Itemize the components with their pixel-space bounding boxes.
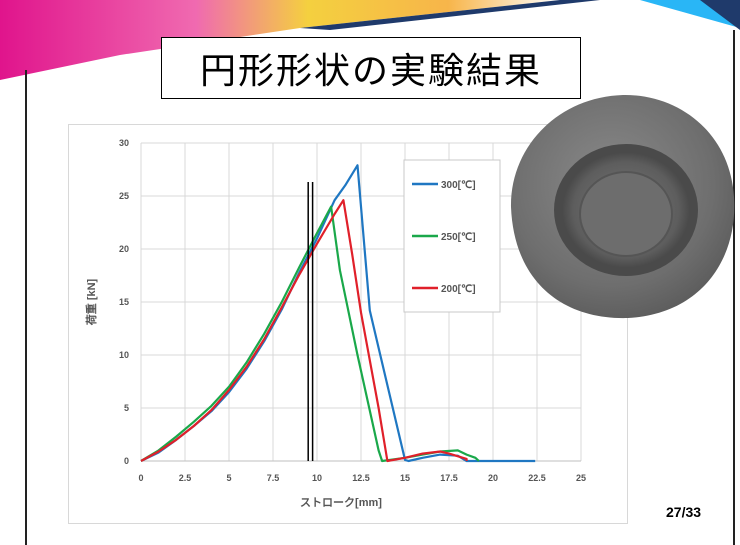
series-line-1 bbox=[140, 205, 480, 463]
x-tick-label: 22.5 bbox=[528, 473, 546, 483]
slide-title: 円形形状の実験結果 bbox=[199, 51, 542, 92]
slide-border-right bbox=[733, 30, 735, 545]
x-tick-label: 5 bbox=[226, 473, 231, 483]
sample-photo bbox=[510, 94, 735, 319]
x-tick-label: 0 bbox=[138, 473, 143, 483]
y-axis-label: 荷重 [kN] bbox=[84, 278, 98, 326]
chart-series bbox=[140, 164, 536, 463]
x-tick-label: 20 bbox=[488, 473, 498, 483]
sample-cup-bottom bbox=[579, 171, 673, 257]
ribbon-navy-right bbox=[700, 0, 740, 30]
x-tick-label: 2.5 bbox=[179, 473, 192, 483]
x-tick-label: 10 bbox=[312, 473, 322, 483]
series-line-2 bbox=[140, 199, 468, 463]
y-tick-label: 25 bbox=[119, 191, 129, 201]
x-tick-label: 7.5 bbox=[267, 473, 280, 483]
legend-label: 200[℃] bbox=[441, 284, 476, 295]
ribbon-band bbox=[0, 0, 560, 80]
chart-ticks: 0 2.5 5 7.5 10 12.5 15 17.5 20 22.5 25 0 5 10 15 20 25 30 bbox=[119, 138, 586, 483]
legend-label: 300[℃] bbox=[441, 180, 476, 191]
x-tick-label: 17.5 bbox=[440, 473, 458, 483]
chart-legend: 300[℃] 250[℃] 200[℃] bbox=[403, 159, 501, 313]
slide-border-left bbox=[25, 70, 27, 545]
y-tick-label: 5 bbox=[124, 403, 129, 413]
title-box: 円形形状の実験結果 bbox=[161, 37, 581, 99]
page-number: 27/33 bbox=[666, 504, 702, 520]
x-axis-label: ストローク[mm] bbox=[300, 496, 382, 509]
ribbon-dark-stripe bbox=[300, 0, 600, 30]
y-tick-label: 10 bbox=[119, 350, 129, 360]
header-ribbon bbox=[0, 0, 740, 80]
y-tick-label: 30 bbox=[119, 138, 129, 148]
y-tick-label: 20 bbox=[119, 244, 129, 254]
x-tick-label: 25 bbox=[576, 473, 586, 483]
y-tick-label: 0 bbox=[124, 456, 129, 466]
chart-reference-lines bbox=[307, 182, 314, 461]
x-tick-label: 12.5 bbox=[352, 473, 370, 483]
legend-label: 250[℃] bbox=[441, 232, 476, 243]
x-tick-label: 15 bbox=[400, 473, 410, 483]
y-tick-label: 15 bbox=[119, 297, 129, 307]
